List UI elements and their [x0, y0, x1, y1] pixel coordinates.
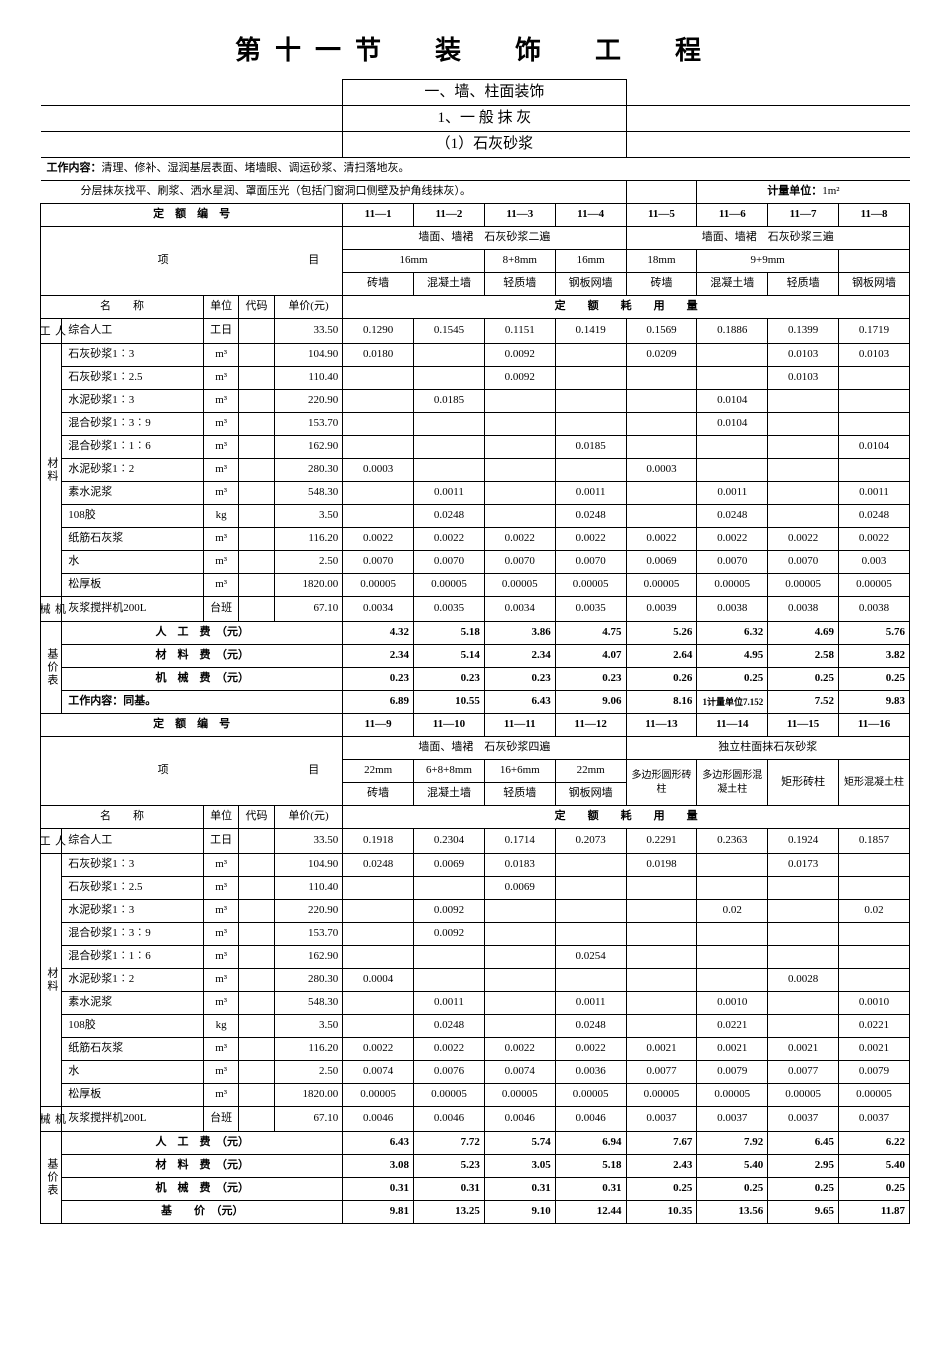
- side-base: 基价表: [41, 622, 62, 714]
- section-3: （1）石灰砂浆: [343, 132, 626, 158]
- hdr-item: 项目: [41, 227, 343, 296]
- page-title: 第十一节 装 饰 工 程: [40, 30, 910, 67]
- section-1: 一、墙、柱面装饰: [343, 80, 626, 106]
- code-a-0: 11—1: [343, 204, 414, 227]
- section-2: 1、一 般 抹 灰: [343, 106, 626, 132]
- hdr-quota-no: 定 额 编 号: [41, 204, 343, 227]
- side-mach: 机械: [41, 597, 62, 622]
- unit-label: 计量单位：1m²: [697, 181, 910, 204]
- work-same: 工作内容：同基。: [62, 691, 343, 714]
- quota-table: 一、墙、柱面装饰 1、一 般 抹 灰 （1）石灰砂浆 工作内容：清理、修补、湿润…: [40, 79, 910, 1224]
- side-mat: 材料: [41, 344, 62, 597]
- work-line2: 分层抹灰找平、刷浆、洒水星润、罩面压光（包括门窗洞口侧壁及护角线抹灰）。: [41, 181, 627, 204]
- side-labor: 人工: [41, 319, 62, 344]
- work-content-row: 工作内容：清理、修补、湿润基层表面、堵墙眼、调运砂浆、清扫落地灰。: [41, 158, 910, 181]
